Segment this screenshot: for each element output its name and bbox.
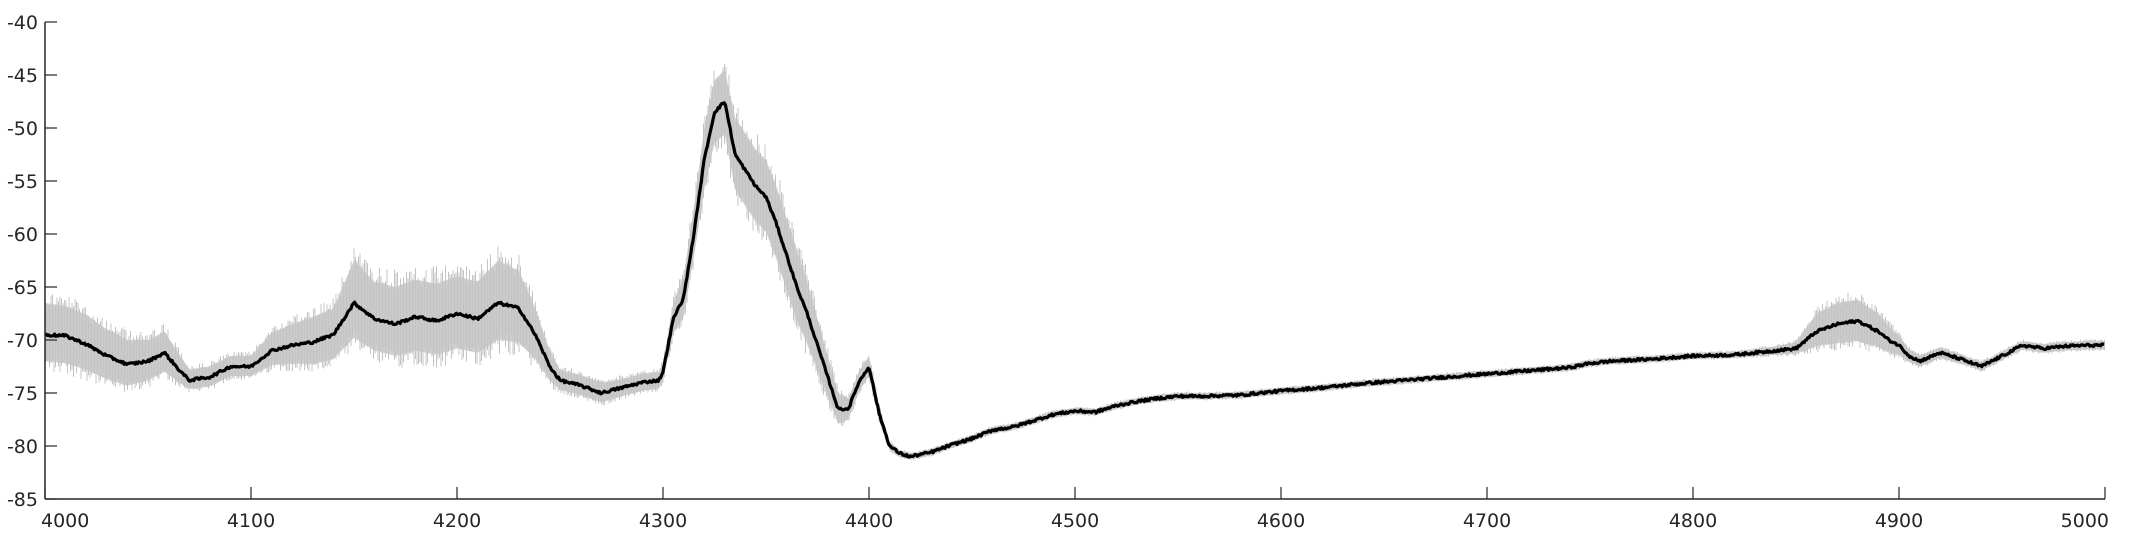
series-line-layer xyxy=(44,101,2105,459)
y-tick-label: -70 xyxy=(7,330,38,352)
series-line xyxy=(44,101,2105,459)
y-tick-label: -50 xyxy=(7,118,38,140)
ticks: 4000 4100 4200 4300 4400 4500 4600 4700 4800 4900… xyxy=(7,12,2109,532)
y-tick-label: -85 xyxy=(7,489,38,511)
y-tick-label: -75 xyxy=(7,383,38,405)
y-tick-label: -40 xyxy=(7,12,38,34)
noise-band-layer xyxy=(44,63,2105,461)
x-tick-label: 4800 xyxy=(1669,510,1717,532)
y-tick-label: -65 xyxy=(7,277,38,299)
x-tick-label: 4300 xyxy=(639,510,687,532)
y-tick-label: -45 xyxy=(7,65,38,87)
y-tick-label: -60 xyxy=(7,224,38,246)
x-tick-label: 4500 xyxy=(1051,510,1099,532)
y-tick-label: -55 xyxy=(7,171,38,193)
y-tick-label: -80 xyxy=(7,436,38,458)
x-tick-label: 5000 xyxy=(2061,510,2109,532)
x-tick-label: 4000 xyxy=(41,510,89,532)
noise-band-texture xyxy=(44,63,2105,461)
x-tick-label: 4200 xyxy=(433,510,481,532)
x-tick-label: 4700 xyxy=(1463,510,1511,532)
x-tick-label: 4900 xyxy=(1875,510,1923,532)
x-tick-label: 4100 xyxy=(227,510,275,532)
x-tick-label: 4600 xyxy=(1257,510,1305,532)
x-tick-label: 4400 xyxy=(845,510,893,532)
